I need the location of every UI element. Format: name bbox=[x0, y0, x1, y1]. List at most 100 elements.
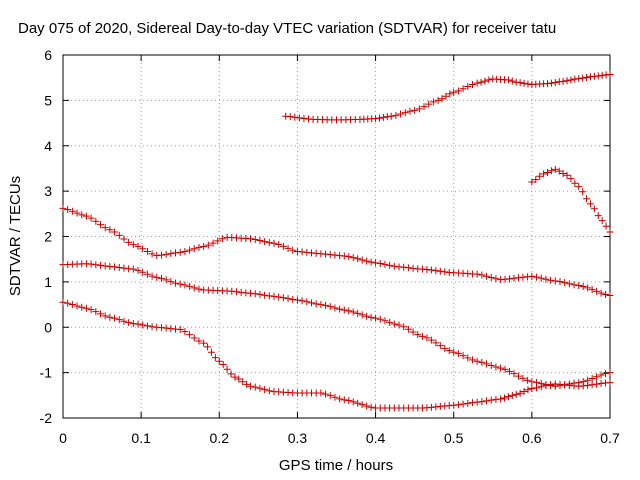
data-point-marker bbox=[295, 114, 303, 122]
data-point-marker bbox=[468, 356, 476, 364]
data-point-marker bbox=[450, 88, 458, 96]
data-point-marker bbox=[487, 396, 495, 404]
data-point-marker bbox=[432, 339, 440, 347]
y-tick-label: -2 bbox=[40, 410, 53, 426]
data-point-marker bbox=[473, 270, 481, 278]
data-point-marker bbox=[345, 253, 353, 261]
data-point-marker bbox=[497, 364, 505, 372]
data-point-marker bbox=[139, 268, 147, 276]
data-point-marker bbox=[279, 294, 287, 302]
data-point-marker bbox=[367, 403, 375, 411]
data-point-marker bbox=[606, 228, 614, 236]
data-point-marker bbox=[125, 238, 133, 246]
data-point-marker bbox=[404, 264, 412, 272]
data-point-marker bbox=[501, 394, 509, 402]
data-point-marker bbox=[157, 274, 165, 282]
data-point-marker bbox=[543, 169, 551, 177]
data-point-marker bbox=[519, 374, 527, 382]
x-tick-label: 0.6 bbox=[522, 430, 542, 446]
data-point-marker bbox=[579, 282, 587, 290]
data-point-marker bbox=[536, 172, 544, 180]
data-point-marker bbox=[492, 363, 500, 371]
data-point-marker bbox=[442, 92, 450, 100]
data-point-marker bbox=[409, 264, 417, 272]
data-point-marker bbox=[551, 165, 559, 173]
data-point-marker bbox=[559, 169, 567, 177]
data-point-marker bbox=[247, 235, 255, 243]
data-point-marker bbox=[406, 107, 414, 115]
data-point-marker bbox=[204, 343, 212, 351]
data-point-marker bbox=[190, 245, 198, 253]
data-point-marker bbox=[547, 276, 555, 284]
data-point-marker bbox=[516, 79, 524, 87]
data-point-marker bbox=[195, 337, 203, 345]
data-point-marker bbox=[303, 248, 311, 256]
data-point-marker bbox=[223, 365, 231, 373]
x-tick-label: 0.1 bbox=[131, 430, 151, 446]
data-point-marker bbox=[606, 291, 614, 299]
data-point-marker bbox=[390, 320, 398, 328]
data-point-marker bbox=[528, 385, 536, 393]
data-point-marker bbox=[286, 113, 294, 121]
data-point-marker bbox=[454, 87, 462, 95]
data-point-marker bbox=[87, 260, 95, 268]
data-point-marker bbox=[571, 179, 579, 187]
data-point-marker bbox=[436, 267, 444, 275]
data-point-marker bbox=[153, 273, 161, 281]
data-point-marker bbox=[340, 396, 348, 404]
data-point-marker bbox=[298, 297, 306, 305]
data-point-marker bbox=[293, 296, 301, 304]
data-point-marker bbox=[111, 228, 119, 236]
data-point-marker bbox=[322, 390, 330, 398]
y-tick-label: -1 bbox=[40, 365, 53, 381]
data-point-marker bbox=[195, 285, 203, 293]
data-point-marker bbox=[349, 398, 357, 406]
data-point-marker bbox=[256, 290, 264, 298]
data-point-marker bbox=[454, 350, 462, 358]
data-point-marker bbox=[401, 109, 409, 117]
data-point-marker bbox=[284, 295, 292, 303]
data-point-marker bbox=[336, 395, 344, 403]
data-point-marker bbox=[167, 250, 175, 258]
data-point-marker bbox=[349, 254, 357, 262]
data-point-marker bbox=[235, 375, 243, 383]
data-point-marker bbox=[139, 245, 147, 253]
data-point-marker bbox=[219, 361, 227, 369]
data-point-marker bbox=[340, 306, 348, 314]
data-point-marker bbox=[459, 400, 467, 408]
data-point-marker bbox=[97, 310, 105, 318]
data-point-marker bbox=[533, 273, 541, 281]
data-point-marker bbox=[586, 200, 594, 208]
y-tick-label: 5 bbox=[44, 92, 52, 108]
data-point-marker bbox=[345, 307, 353, 315]
y-tick-label: 0 bbox=[44, 319, 52, 335]
data-point-marker bbox=[390, 262, 398, 270]
data-point-marker bbox=[186, 282, 194, 290]
data-point-marker bbox=[331, 393, 339, 401]
data-point-marker bbox=[528, 272, 536, 280]
data-point-marker bbox=[129, 241, 137, 249]
data-points bbox=[59, 71, 614, 412]
data-point-marker bbox=[78, 303, 86, 311]
data-point-marker bbox=[386, 318, 394, 326]
data-point-marker bbox=[395, 321, 403, 329]
y-tick-label: 2 bbox=[44, 229, 52, 245]
data-point-marker bbox=[349, 308, 357, 316]
data-point-marker bbox=[372, 314, 380, 322]
data-point-marker bbox=[331, 251, 339, 259]
data-point-marker bbox=[101, 224, 109, 232]
data-point-marker bbox=[555, 167, 563, 175]
data-point-marker bbox=[533, 384, 541, 392]
data-point-marker bbox=[593, 380, 601, 388]
data-point-marker bbox=[420, 103, 428, 111]
data-point-marker bbox=[68, 301, 76, 309]
data-point-marker bbox=[162, 276, 170, 284]
data-point-marker bbox=[214, 237, 222, 245]
data-point-marker bbox=[510, 370, 518, 378]
data-point-marker bbox=[181, 281, 189, 289]
data-point-marker bbox=[588, 286, 596, 294]
data-point-marker bbox=[418, 332, 426, 340]
data-point-marker bbox=[436, 342, 444, 350]
data-point-marker bbox=[376, 315, 384, 323]
data-point-marker bbox=[594, 72, 602, 80]
